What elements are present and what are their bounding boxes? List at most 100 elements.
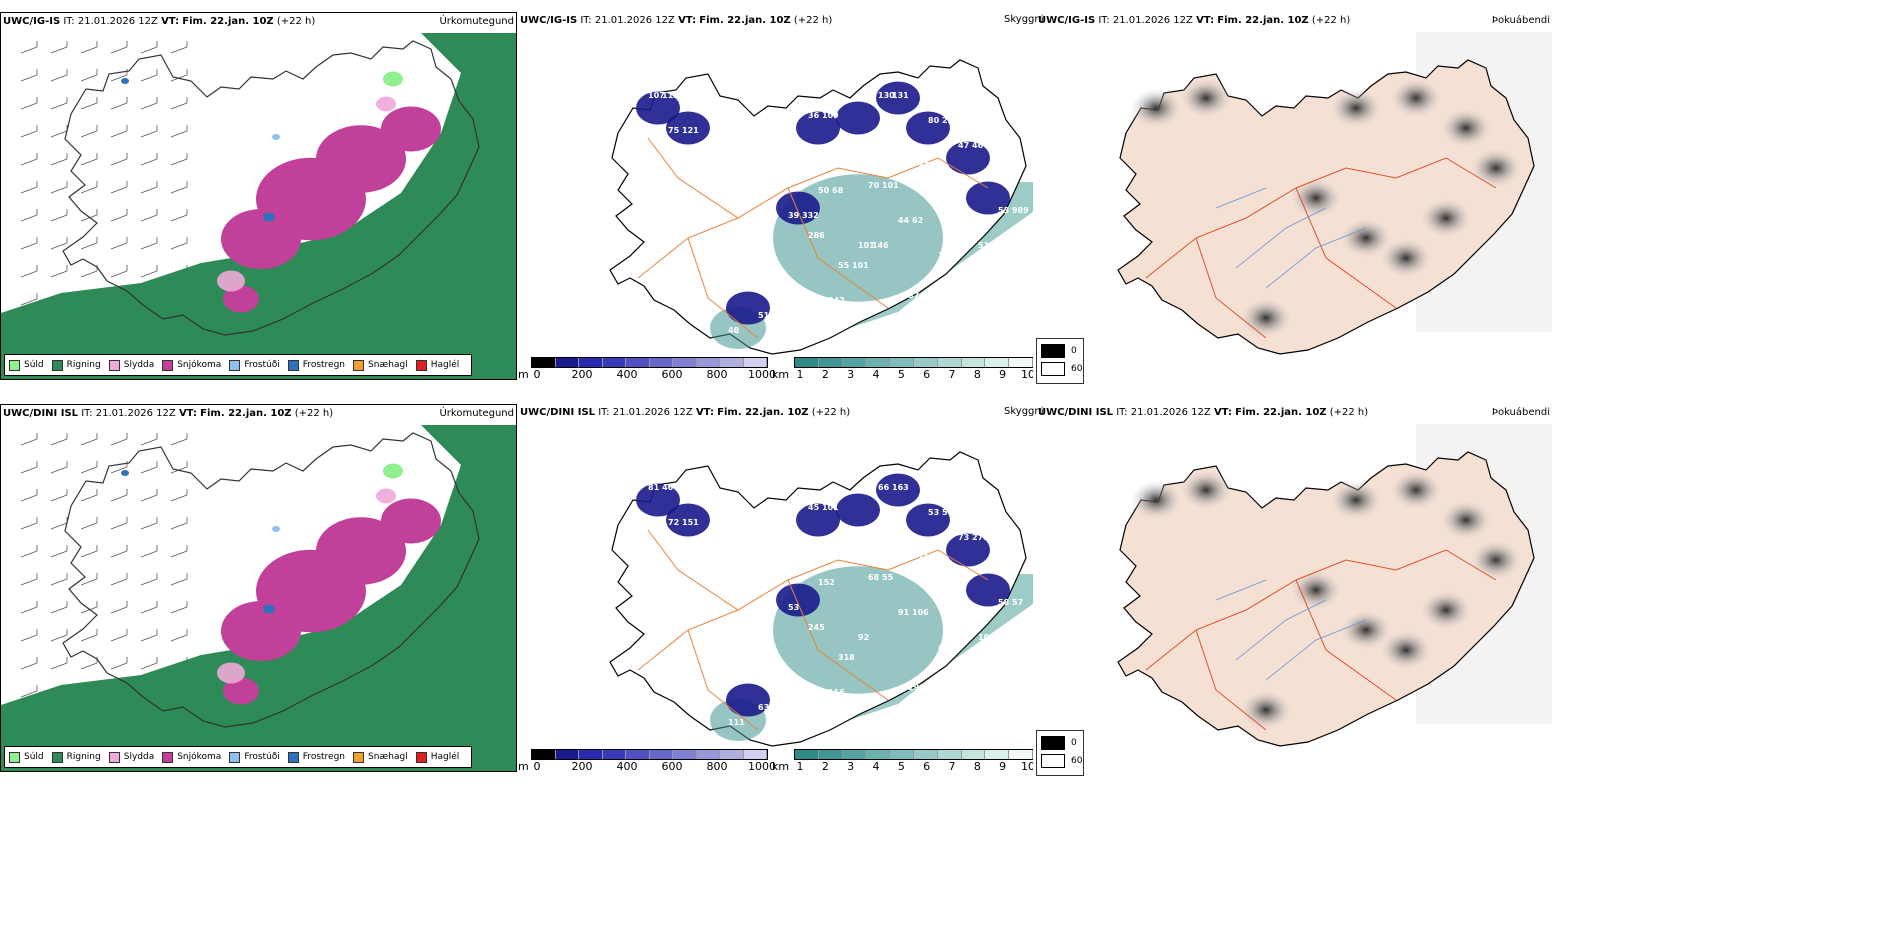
visibility-value-label: 51 bbox=[978, 241, 990, 250]
visibility-value-label: 66 bbox=[878, 483, 890, 492]
visibility-value-label: 101 bbox=[858, 241, 875, 250]
legend-item: Frostregn bbox=[287, 751, 346, 763]
colorbar-cell bbox=[579, 750, 603, 759]
visibility-value-label: 45 bbox=[952, 643, 964, 652]
legend-label: Snjókoma bbox=[177, 752, 222, 762]
visibility-value-label: 45 bbox=[988, 553, 1000, 562]
legend-label: Frostúði bbox=[244, 752, 280, 762]
colorbar-cell bbox=[1009, 750, 1033, 759]
visibility-value-label: 49 bbox=[848, 146, 860, 155]
precip-map-top bbox=[1, 33, 516, 379]
panel-label: Þokuábendi bbox=[1491, 407, 1550, 418]
visibility-value-label: 113 bbox=[662, 91, 679, 100]
visibility-value-label: 335 bbox=[862, 146, 879, 155]
colorbar-cell bbox=[937, 358, 962, 367]
colorbar-tick: 800 bbox=[706, 760, 728, 773]
colorbar-tick: 3 bbox=[847, 368, 855, 380]
panel-title: UWC/DINI ISL IT: 21.01.2026 12Z VT: Fim.… bbox=[3, 408, 334, 419]
visibility-panel-bottom: 81 72 38 45 59 68 66 53 73 45 58 100 43 91 92 318 152 53 5… bbox=[518, 404, 1033, 774]
panel-label: Úrkomutegund bbox=[439, 16, 514, 27]
visibility-value-label: 68 bbox=[832, 186, 844, 195]
colorbar-cell bbox=[890, 358, 914, 367]
visibility-value-label: 44 bbox=[898, 216, 910, 225]
visibility-value-label: 278 bbox=[972, 533, 989, 542]
colorbar-unit: km bbox=[772, 760, 790, 773]
colorbar-tick: 4 bbox=[872, 368, 880, 380]
fog-legend-row: 60 bbox=[1041, 362, 1082, 376]
fog-legend-bottom: 0 60 bbox=[1036, 730, 1084, 776]
legend-label: Haglél bbox=[430, 752, 460, 762]
visibility-value-label: 253 bbox=[948, 588, 965, 597]
visibility-label: Skyggni bbox=[1004, 406, 1044, 417]
legend-item: Frostregn bbox=[287, 359, 345, 371]
fog-legend-label: 0 bbox=[1071, 738, 1077, 748]
colorbar-cell bbox=[913, 750, 938, 759]
visibility-value-label: 38 bbox=[708, 543, 720, 552]
colorbar-cell bbox=[696, 358, 720, 367]
colorbar-strip bbox=[531, 749, 768, 760]
legend-item: Snæhagl bbox=[353, 751, 408, 763]
colorbar-tick: 600 bbox=[661, 760, 683, 773]
visibility-value-label: 81 bbox=[648, 483, 660, 492]
legend-swatch bbox=[9, 359, 20, 371]
colorbar-strip bbox=[794, 749, 1033, 760]
colorbar-cell bbox=[866, 358, 891, 367]
visibility-value-label: 101 bbox=[882, 181, 899, 190]
visibility-value-label: 57 bbox=[768, 723, 779, 732]
visibility-value-label: 59 bbox=[848, 538, 860, 547]
colorbar-cell bbox=[866, 750, 891, 759]
colorbar-tick: 200 bbox=[571, 760, 593, 773]
fog-legend-swatch bbox=[1041, 344, 1065, 358]
colorbar-cell bbox=[720, 750, 744, 759]
visibility-value-label: 87 bbox=[908, 291, 919, 300]
colorbar-tick: 10 bbox=[1021, 760, 1033, 773]
visibility-value-label: 75 bbox=[668, 126, 680, 135]
visibility-value-label: 49 bbox=[1002, 553, 1014, 562]
legend-label: Snæhagl bbox=[368, 360, 408, 370]
legend-label: Snjókoma bbox=[177, 360, 222, 370]
colorbar-cell bbox=[795, 358, 819, 367]
visibility-value-label: 242 bbox=[828, 296, 845, 305]
visibility-panel-top: 107 75 67 36 49 70 130 80 47 49 53 51 110 44 101 55 50 39… bbox=[518, 12, 1033, 380]
visibility-value-label: 47 bbox=[958, 141, 969, 150]
legend-label: Frostregn bbox=[302, 752, 346, 762]
visibility-value-label: 36 bbox=[808, 111, 820, 120]
visibility-value-label: 62 bbox=[912, 216, 923, 225]
colorbar-tick: 9 bbox=[999, 760, 1007, 773]
legend-item: Frostúði bbox=[229, 751, 280, 763]
colorbar-cell bbox=[961, 358, 986, 367]
visibility-value-label: 37 bbox=[918, 161, 929, 170]
visibility-value-label: 42 bbox=[862, 538, 873, 547]
visibility-value-label: 49 bbox=[988, 161, 1000, 170]
colorbar-cell bbox=[795, 750, 819, 759]
visibility-value-label: 46 bbox=[768, 331, 780, 340]
visibility-value-label: 45 bbox=[888, 141, 900, 150]
colorbar-tick: 400 bbox=[616, 368, 638, 380]
visibility-value-label: 38 bbox=[752, 171, 764, 180]
fog-legend-top: 0 60 bbox=[1036, 338, 1084, 384]
colorbar-tick: 400 bbox=[616, 760, 638, 773]
visibility-value-label: 92 bbox=[858, 633, 869, 642]
colorbar-tick: 600 bbox=[661, 368, 683, 380]
visibility-value-label: 90 bbox=[888, 533, 900, 542]
panel-title: UWC/DINI ISL IT: 21.01.2026 12Z VT: Fim.… bbox=[520, 407, 851, 418]
legend-label: Snæhagl bbox=[368, 752, 408, 762]
colorbar-cell bbox=[913, 358, 938, 367]
visibility-value-label: 113 bbox=[918, 553, 935, 562]
visibility-value-label: 73 bbox=[958, 533, 969, 542]
legend-swatch bbox=[108, 359, 120, 371]
visibility-colorbar: km 1 2 3 4 5 6 7 8 9 10 bbox=[772, 749, 1033, 773]
colorbar-tick: 0 bbox=[533, 760, 541, 773]
legend-label: Súld bbox=[24, 360, 44, 370]
colorbar-tick: 9 bbox=[999, 368, 1007, 380]
colorbar-cell bbox=[743, 358, 767, 367]
visibility-value-label: 107 bbox=[648, 91, 665, 100]
precip-type-panel-top: UWC/IG-IS IT: 21.01.2026 12Z VT: Fim. 22… bbox=[0, 12, 517, 380]
visibility-value-label: 51 bbox=[758, 311, 770, 320]
visibility-value-label: 58 bbox=[998, 598, 1010, 607]
visibility-value-label: 101 bbox=[822, 503, 839, 512]
precip-map-bottom bbox=[1, 425, 516, 771]
visibility-colorbar: km 1 2 3 4 5 6 7 8 9 10 bbox=[772, 357, 1033, 380]
visibility-value-label: 52 bbox=[992, 241, 1003, 250]
visibility-value-label: 46 bbox=[662, 483, 674, 492]
